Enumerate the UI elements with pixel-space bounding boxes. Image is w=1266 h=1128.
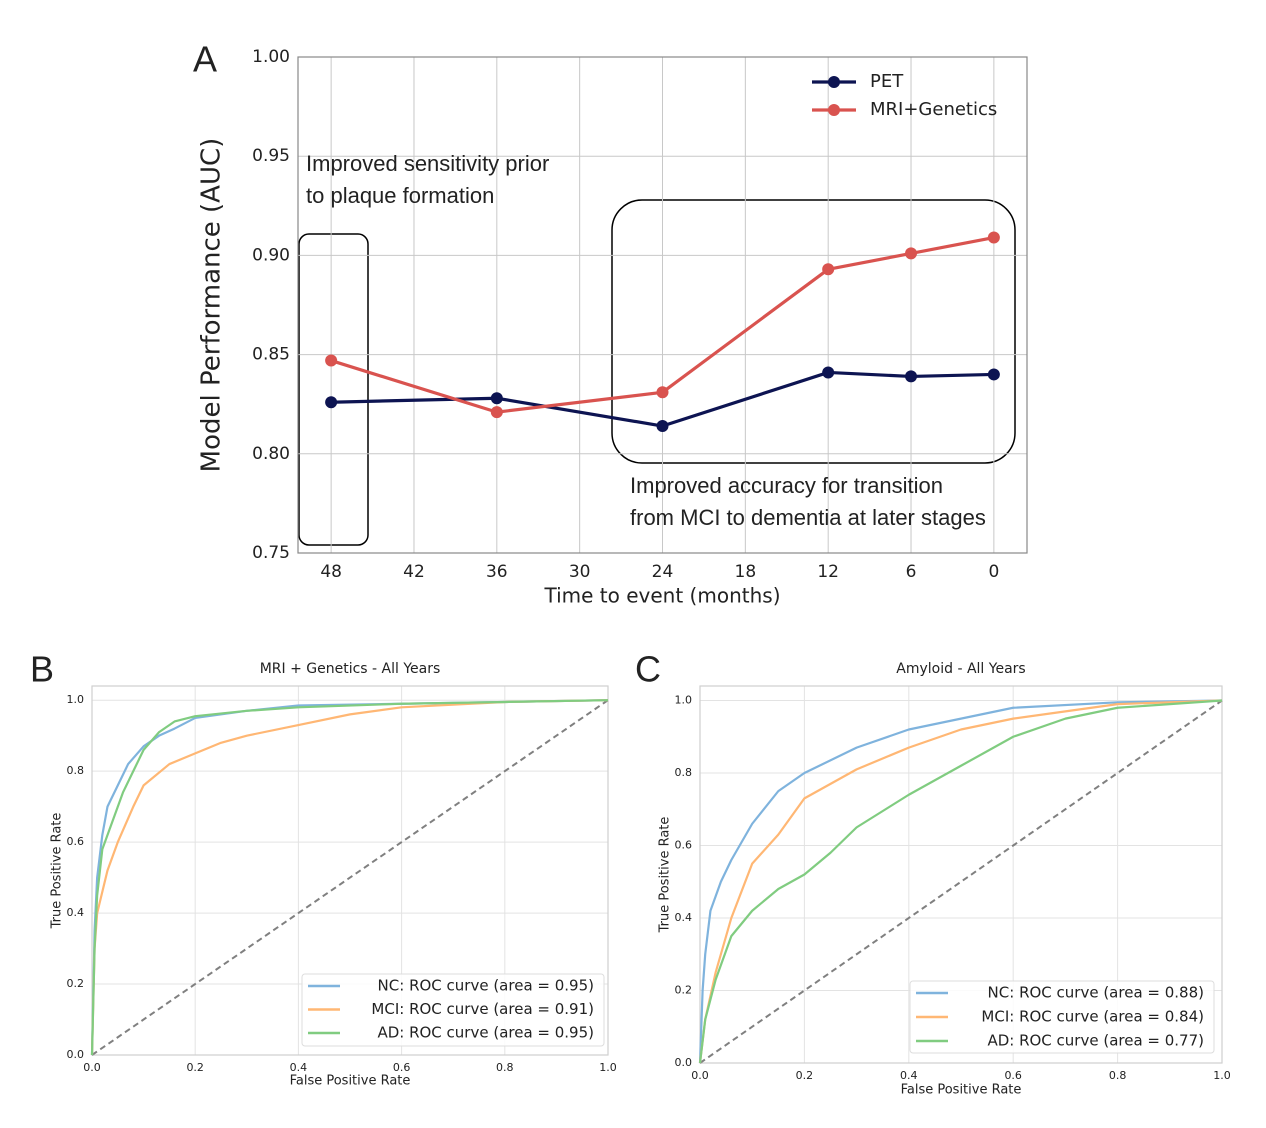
legend-label: AD: ROC curve (area = 0.77) [987, 1032, 1204, 1050]
x-tick-label: 0.0 [691, 1069, 709, 1082]
x-tick-label: 0.6 [1004, 1069, 1022, 1082]
legend-label: MCI: ROC curve (area = 0.84) [981, 1008, 1204, 1026]
data-point [325, 396, 338, 409]
series-line [330, 235, 995, 414]
series-line [698, 699, 1223, 1064]
x-axis-label: False Positive Rate [290, 1074, 411, 1089]
legend-label: PET [870, 71, 904, 92]
legend-label: AD: ROC curve (area = 0.95) [377, 1024, 594, 1042]
reference-line [91, 699, 609, 1056]
series-line [698, 699, 1223, 1064]
x-tick-label: 1.0 [1213, 1069, 1231, 1082]
data-point [490, 392, 503, 405]
x-tick-label: 18 [735, 562, 757, 582]
highlight-box [298, 233, 369, 546]
y-tick-label: 0.4 [67, 906, 85, 919]
x-tick-label: 48 [320, 562, 342, 582]
chart-title: Amyloid - All Years [896, 661, 1025, 677]
y-tick-label: 0.80 [252, 444, 290, 464]
y-axis-label: True Positive Rate [50, 813, 65, 930]
legend-marker [828, 104, 840, 116]
x-tick-label: 12 [817, 562, 839, 582]
data-point [987, 368, 1000, 381]
x-tick-label: 0.2 [796, 1069, 814, 1082]
x-tick-label: 36 [486, 562, 508, 582]
series-line [90, 699, 609, 1056]
data-point [822, 366, 835, 379]
x-tick-label: 0.4 [900, 1069, 918, 1082]
y-tick-label: 0.8 [675, 766, 693, 779]
y-tick-label: 0.0 [675, 1056, 693, 1069]
legend-box [301, 973, 605, 1047]
plot-frame [297, 56, 1028, 554]
data-point [905, 370, 918, 383]
y-axis-label: Model Performance (AUC) [197, 138, 227, 473]
legend-label: NC: ROC curve (area = 0.95) [378, 977, 594, 995]
x-tick-label: 42 [403, 562, 425, 582]
panel-label: C [635, 649, 661, 690]
y-tick-label: 0.6 [67, 835, 85, 848]
annotation: Improved sensitivity prior [306, 151, 549, 176]
chart-title: MRI + Genetics - All Years [260, 661, 441, 677]
x-tick-label: 1.0 [599, 1061, 617, 1074]
x-tick-label: 0 [988, 562, 999, 582]
data-point [656, 420, 669, 433]
x-tick-label: 0.6 [393, 1061, 411, 1074]
y-tick-label: 0.75 [252, 543, 290, 563]
y-tick-label: 0.85 [252, 345, 290, 365]
series-line [698, 699, 1223, 1064]
x-tick-label: 24 [652, 562, 674, 582]
legend-label: MRI+Genetics [870, 99, 997, 120]
series-line [90, 699, 609, 1056]
x-axis-label: False Positive Rate [901, 1083, 1022, 1098]
series-line [331, 370, 994, 428]
y-tick-label: 1.0 [67, 693, 85, 706]
y-tick-label: 1.00 [252, 47, 290, 67]
panel-label: B [30, 649, 54, 690]
data-point [905, 247, 918, 260]
data-point [325, 354, 338, 367]
data-point [490, 406, 503, 419]
legend-box [909, 980, 1215, 1054]
annotation: Improved accuracy for transition [630, 473, 943, 498]
y-tick-label: 0.2 [67, 977, 85, 990]
y-axis-label: True Positive Rate [658, 817, 673, 934]
annotation: from MCI to dementia at later stages [630, 505, 986, 530]
x-tick-label: 30 [569, 562, 591, 582]
x-tick-label: 0.2 [186, 1061, 204, 1074]
data-point [822, 263, 835, 276]
x-axis-label: Time to event (months) [544, 584, 781, 608]
legend-label: MCI: ROC curve (area = 0.91) [371, 1000, 594, 1018]
x-tick-label: 0.8 [496, 1061, 514, 1074]
plot-frame [699, 685, 1223, 1064]
x-tick-label: 0.0 [83, 1061, 101, 1074]
data-point [656, 386, 669, 399]
x-tick-label: 0.8 [1109, 1069, 1127, 1082]
plot-frame [91, 685, 609, 1056]
highlight-box [611, 199, 1016, 464]
y-tick-label: 0.90 [252, 245, 290, 265]
x-tick-label: 0.4 [290, 1061, 308, 1074]
y-tick-label: 1.0 [675, 694, 693, 707]
data-point [987, 231, 1000, 244]
y-tick-label: 0.2 [675, 984, 693, 997]
y-tick-label: 0.8 [67, 764, 85, 777]
legend-label: NC: ROC curve (area = 0.88) [988, 984, 1204, 1002]
y-tick-label: 0.6 [675, 839, 693, 852]
y-tick-label: 0.4 [675, 911, 693, 924]
y-tick-label: 0.95 [252, 146, 290, 166]
legend-marker [828, 76, 840, 88]
annotation: to plaque formation [306, 183, 494, 208]
y-tick-label: 0.0 [67, 1048, 85, 1061]
panel-label: A [193, 39, 217, 80]
reference-line [699, 699, 1223, 1064]
x-tick-label: 6 [906, 562, 917, 582]
